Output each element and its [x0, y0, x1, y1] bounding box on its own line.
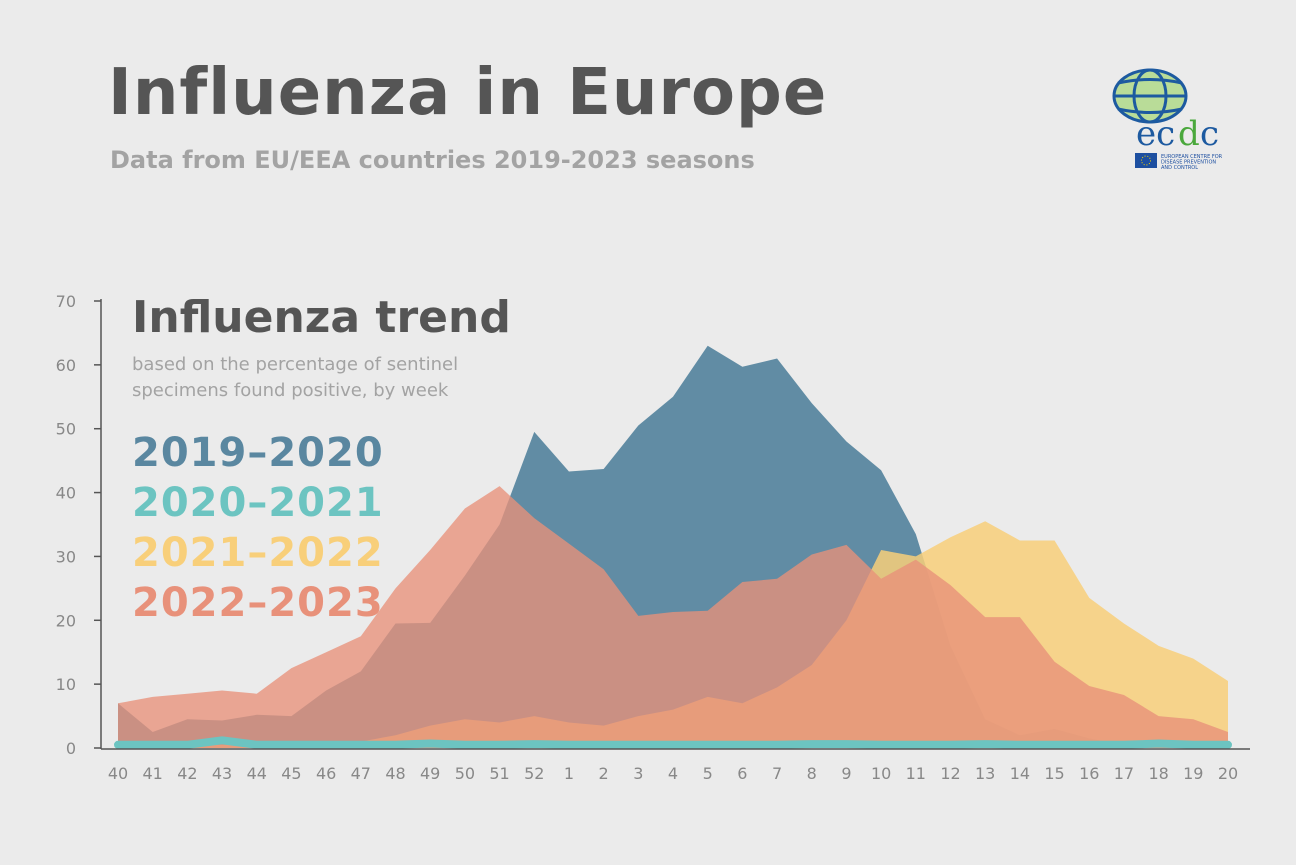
chart-title: Influenza trend [132, 292, 511, 343]
y-tick-label: 40 [56, 484, 76, 503]
svg-text:EUROPEAN CENTRE FOR: EUROPEAN CENTRE FOR [1161, 154, 1223, 160]
legend-2021-2022: 2021–2022 [132, 530, 384, 576]
page-subtitle: Data from EU/EEA countries 2019-2023 sea… [110, 146, 755, 174]
x-tick-label: 41 [143, 764, 163, 783]
x-tick-label: 13 [975, 764, 995, 783]
svg-text:d: d [1178, 114, 1200, 154]
x-tick-label: 6 [737, 764, 747, 783]
x-tick-label: 3 [633, 764, 643, 783]
x-tick-label: 44 [247, 764, 267, 783]
x-tick-label: 15 [1044, 764, 1064, 783]
x-tick-label: 10 [871, 764, 891, 783]
x-tick-label: 46 [316, 764, 336, 783]
eu-flag-icon [1135, 153, 1157, 168]
x-tick-label: 8 [807, 764, 817, 783]
svg-text:DISEASE PREVENTION: DISEASE PREVENTION [1161, 160, 1216, 166]
y-tick-label: 50 [56, 420, 76, 439]
x-tick-label: 45 [281, 764, 301, 783]
x-tick-label: 12 [940, 764, 960, 783]
ecdc-logo: ec d c EUROPEAN CENTRE FOR DISEASE PREVE… [1108, 66, 1238, 176]
x-tick-label: 11 [906, 764, 926, 783]
x-tick-label: 51 [489, 764, 509, 783]
x-tick-label: 5 [703, 764, 713, 783]
y-tick-label: 20 [56, 611, 76, 630]
x-tick-label: 48 [385, 764, 405, 783]
x-tick-label: 52 [524, 764, 544, 783]
x-tick-label: 43 [212, 764, 232, 783]
y-tick-label: 60 [56, 356, 76, 375]
x-tick-label: 40 [108, 764, 128, 783]
legend-2019-2020: 2019–2020 [132, 430, 384, 476]
x-tick-label: 16 [1079, 764, 1099, 783]
legend-2020-2021: 2020–2021 [132, 480, 384, 526]
y-tick-label: 10 [56, 675, 76, 694]
legend-2022-2023: 2022–2023 [132, 580, 384, 626]
x-tick-label: 42 [177, 764, 197, 783]
x-tick-label: 50 [455, 764, 475, 783]
x-tick-label: 2 [599, 764, 609, 783]
y-tick-label: 70 [56, 292, 76, 311]
x-tick-label: 4 [668, 764, 678, 783]
x-tick-label: 9 [841, 764, 851, 783]
page-title: Influenza in Europe [108, 56, 828, 130]
x-tick-label: 47 [351, 764, 371, 783]
y-tick-label: 30 [56, 547, 76, 566]
series-line-2020–2021 [114, 736, 1232, 749]
svg-text:ec: ec [1136, 114, 1175, 154]
y-tick-label: 0 [66, 739, 76, 758]
x-tick-label: 7 [772, 764, 782, 783]
x-tick-label: 20 [1218, 764, 1238, 783]
x-tick-label: 14 [1010, 764, 1030, 783]
x-tick-label: 19 [1183, 764, 1203, 783]
chart-subtitle: based on the percentage of sentinel spec… [132, 354, 459, 401]
x-tick-label: 1 [564, 764, 574, 783]
x-tick-label: 17 [1114, 764, 1134, 783]
svg-text:AND CONTROL: AND CONTROL [1161, 165, 1198, 171]
x-tick-label: 49 [420, 764, 440, 783]
x-tick-label: 18 [1148, 764, 1168, 783]
svg-text:c: c [1200, 114, 1219, 154]
legend: 2019–2020 2020–2021 2021–2022 2022–2023 [132, 428, 384, 628]
series-area-2022–2023 [118, 486, 1228, 748]
